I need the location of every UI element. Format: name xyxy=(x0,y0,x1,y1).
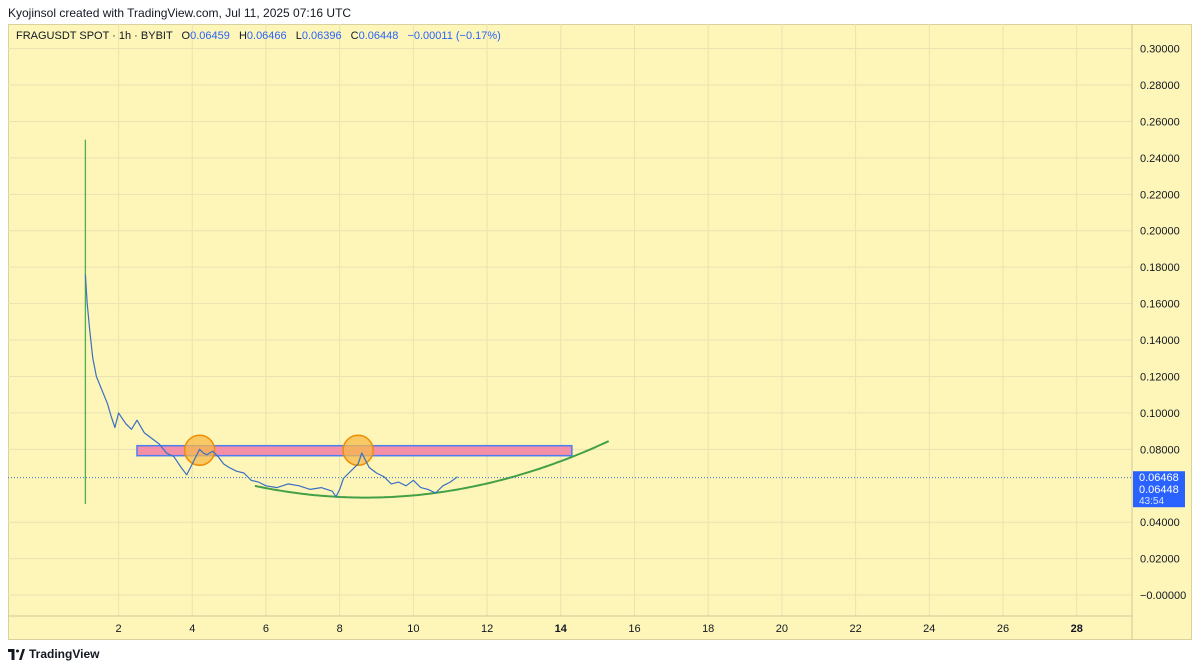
y-tick-label: 0.14000 xyxy=(1140,335,1180,347)
chart-area[interactable] xyxy=(8,24,1192,640)
highlight-circle xyxy=(342,434,374,466)
footer-brand[interactable]: TradingView xyxy=(8,647,99,661)
price-label-last: 0.06448 xyxy=(1139,484,1179,496)
y-tick-label: −0.00000 xyxy=(1140,590,1186,602)
y-tick-label: 0.26000 xyxy=(1140,116,1180,128)
drawing-layer xyxy=(136,434,610,499)
price-axis: 0.30000 0.28000 0.26000 0.24000 0.22000 0.200… xyxy=(1140,44,1186,602)
time-axis: 2 4 6 8 10 12 14 16 18 20 22 24 26 28 xyxy=(115,623,1082,635)
y-tick-label: 0.30000 xyxy=(1140,44,1180,56)
y-tick-label: 0.24000 xyxy=(1140,153,1180,165)
y-tick-label: 0.18000 xyxy=(1140,262,1180,274)
low-label: L xyxy=(295,30,302,42)
rounding-bottom-curve xyxy=(254,440,610,499)
y-tick-label: 0.02000 xyxy=(1140,554,1180,566)
symbol-legend[interactable]: FRAGUSDT SPOT · 1h · BYBIT O0.06459 H0.0… xyxy=(16,30,501,42)
open-value: 0.06459 xyxy=(190,30,230,42)
close-value: 0.06448 xyxy=(358,30,399,42)
price-label-high: 0.06468 xyxy=(1139,472,1179,484)
y-tick-label: 0.20000 xyxy=(1140,226,1180,238)
y-tick-label: 0.04000 xyxy=(1140,517,1180,529)
bar-countdown: 43:54 xyxy=(1139,496,1164,507)
close-label: C xyxy=(350,30,359,42)
y-tick-label: 0.22000 xyxy=(1140,189,1180,201)
change-value: −0.00011 (−0.17%) xyxy=(407,30,501,42)
x-tick-label: 18 xyxy=(702,623,714,635)
last-price-label-box xyxy=(1133,471,1185,508)
low-value: 0.06396 xyxy=(301,30,342,42)
x-tick-label: 6 xyxy=(263,623,269,635)
x-tick-label: 14 xyxy=(555,623,568,635)
grid-lines xyxy=(8,24,1133,640)
x-tick-label: 10 xyxy=(407,623,419,635)
high-label: H xyxy=(238,30,247,42)
open-label: O xyxy=(181,30,191,42)
x-tick-label: 8 xyxy=(337,623,343,635)
y-tick-label: 0.28000 xyxy=(1140,80,1180,92)
x-tick-label: 4 xyxy=(189,623,195,635)
tradingview-logo-icon xyxy=(8,648,25,660)
y-tick-label: 0.10000 xyxy=(1140,408,1180,420)
x-tick-label: 22 xyxy=(849,623,861,635)
x-tick-label: 20 xyxy=(776,623,788,635)
price-line xyxy=(84,274,458,498)
series-layer xyxy=(84,139,458,504)
x-tick-label: 2 xyxy=(115,623,121,635)
x-tick-label: 24 xyxy=(923,623,935,635)
chart-caption: Kyojinsol created with TradingView.com, … xyxy=(8,6,352,20)
x-tick-label: 16 xyxy=(628,623,640,635)
x-tick-label: 26 xyxy=(997,623,1009,635)
x-tick-label: 12 xyxy=(481,623,493,635)
footer-brand-text: TradingView xyxy=(29,647,100,661)
y-tick-label: 0.08000 xyxy=(1140,444,1180,456)
x-tick-label: 28 xyxy=(1071,623,1083,635)
y-tick-label: 0.12000 xyxy=(1140,371,1180,383)
symbol-name[interactable]: FRAGUSDT SPOT · 1h · BYBIT xyxy=(16,30,173,42)
y-tick-label: 0.16000 xyxy=(1140,299,1180,311)
high-value: 0.06466 xyxy=(246,30,287,42)
